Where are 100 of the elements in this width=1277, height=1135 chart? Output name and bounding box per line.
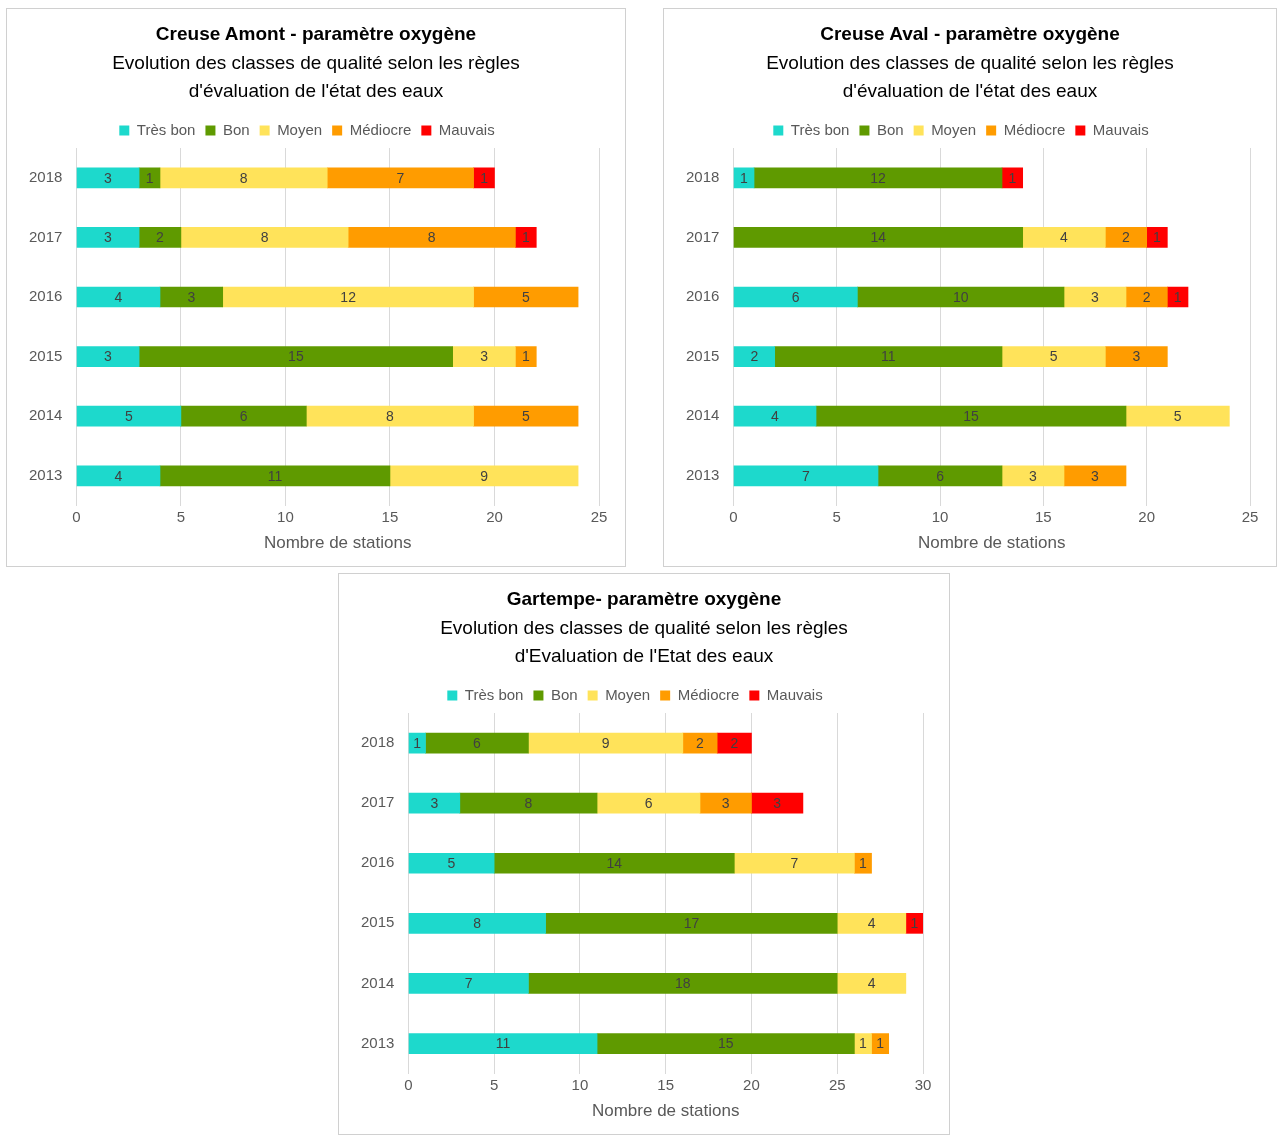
data-label: 1 <box>1008 169 1017 186</box>
bar <box>425 732 529 754</box>
data-label: 3 <box>721 795 730 812</box>
data-label: 1 <box>413 734 422 751</box>
bar <box>76 405 182 427</box>
data-label: 1 <box>1173 288 1182 305</box>
data-label: 10 <box>952 288 969 305</box>
y-tick-label: 2017 <box>360 793 395 811</box>
bar <box>180 405 307 427</box>
data-label: 11 <box>267 467 283 484</box>
data-label: 7 <box>802 467 811 484</box>
data-label: 8 <box>524 795 533 812</box>
bar <box>493 852 735 874</box>
data-label: 9 <box>480 467 489 484</box>
x-tick-label: 20 <box>1138 507 1156 525</box>
bar <box>76 167 140 189</box>
bar <box>877 465 1003 487</box>
data-label: 4 <box>114 467 123 484</box>
data-label: 7 <box>396 169 405 186</box>
legend-label: Moyen <box>277 120 323 138</box>
data-label: 4 <box>867 975 876 992</box>
x-tick-label: 10 <box>277 507 294 525</box>
data-label: 8 <box>239 169 248 186</box>
data-label: 5 <box>521 408 530 425</box>
data-label: 3 <box>104 169 113 186</box>
data-label: 1 <box>859 1035 868 1052</box>
chart-title: Creuse Amont - paramètre oxygène <box>154 23 478 45</box>
y-tick-label: 2017 <box>685 227 720 245</box>
bar <box>545 913 838 934</box>
data-label: 2 <box>750 348 759 365</box>
data-label: 5 <box>1173 408 1182 425</box>
y-tick-label: 2013 <box>28 465 63 483</box>
bar <box>733 465 879 487</box>
bar <box>815 405 1127 427</box>
bar <box>408 852 495 874</box>
data-label: 4 <box>867 915 876 932</box>
bar <box>528 732 684 754</box>
y-tick-label: 2015 <box>685 346 720 364</box>
data-label: 3 <box>104 348 113 365</box>
data-label: 12 <box>340 288 357 305</box>
y-tick-label: 2014 <box>685 406 720 424</box>
legend-label: Mauvais <box>1092 120 1149 138</box>
data-label: 6 <box>936 467 945 484</box>
bar <box>473 286 579 308</box>
y-tick-label: 2017 <box>28 227 63 245</box>
bar <box>733 405 817 427</box>
bar <box>751 792 804 814</box>
data-label: 3 <box>1091 467 1100 484</box>
legend-label: Médiocre <box>677 685 740 703</box>
bar <box>1105 346 1168 367</box>
bar <box>857 286 1065 308</box>
data-label: 11 <box>495 1035 511 1052</box>
data-label: 6 <box>239 408 248 425</box>
bar <box>138 227 182 248</box>
legend-label: Bon <box>876 120 904 138</box>
x-tick-label: 5 <box>832 507 841 525</box>
bar <box>473 405 579 427</box>
data-label: 1 <box>859 855 868 872</box>
chart-title: Creuse Aval - paramètre oxygène <box>819 23 1121 45</box>
data-label: 12 <box>870 169 887 186</box>
bar <box>528 973 838 994</box>
y-tick-label: 2013 <box>360 1033 395 1051</box>
bar <box>306 405 474 427</box>
bar <box>1001 167 1024 189</box>
bar <box>699 792 752 814</box>
bar <box>1146 227 1168 248</box>
data-label: 6 <box>644 795 653 812</box>
bar <box>774 346 1003 367</box>
data-label: 3 <box>430 795 439 812</box>
bar <box>138 167 161 189</box>
bar <box>408 973 529 994</box>
bar <box>159 167 328 189</box>
data-label: 1 <box>1153 229 1162 246</box>
bar <box>1063 465 1127 487</box>
legend-label: Très bon <box>790 120 850 138</box>
bar <box>1125 405 1230 427</box>
bar <box>473 167 495 189</box>
data-label: 14 <box>870 229 887 246</box>
bar <box>905 913 923 934</box>
bar <box>596 1033 855 1054</box>
data-label: 2 <box>1122 229 1131 246</box>
y-tick-label: 2018 <box>685 167 720 185</box>
bar <box>1105 227 1147 248</box>
data-label: 2 <box>696 734 705 751</box>
data-label: 5 <box>521 288 530 305</box>
bar <box>733 852 855 874</box>
data-label: 6 <box>473 734 482 751</box>
y-tick-label: 2014 <box>360 973 395 991</box>
y-tick-label: 2015 <box>28 346 63 364</box>
x-tick-label: 0 <box>404 1075 413 1093</box>
y-tick-label: 2018 <box>360 733 395 751</box>
data-label: 4 <box>771 408 780 425</box>
bar <box>733 286 858 308</box>
legend-label: Bon <box>222 120 250 138</box>
bar <box>515 346 537 367</box>
legend-label: Moyen <box>605 685 651 703</box>
data-label: 18 <box>675 975 691 992</box>
data-label: 2 <box>730 734 739 751</box>
chart-subtitle: Evolution des classes de qualité selon les règles d'évaluation de l'état des eaux <box>765 51 1175 103</box>
data-label: 7 <box>464 975 473 992</box>
